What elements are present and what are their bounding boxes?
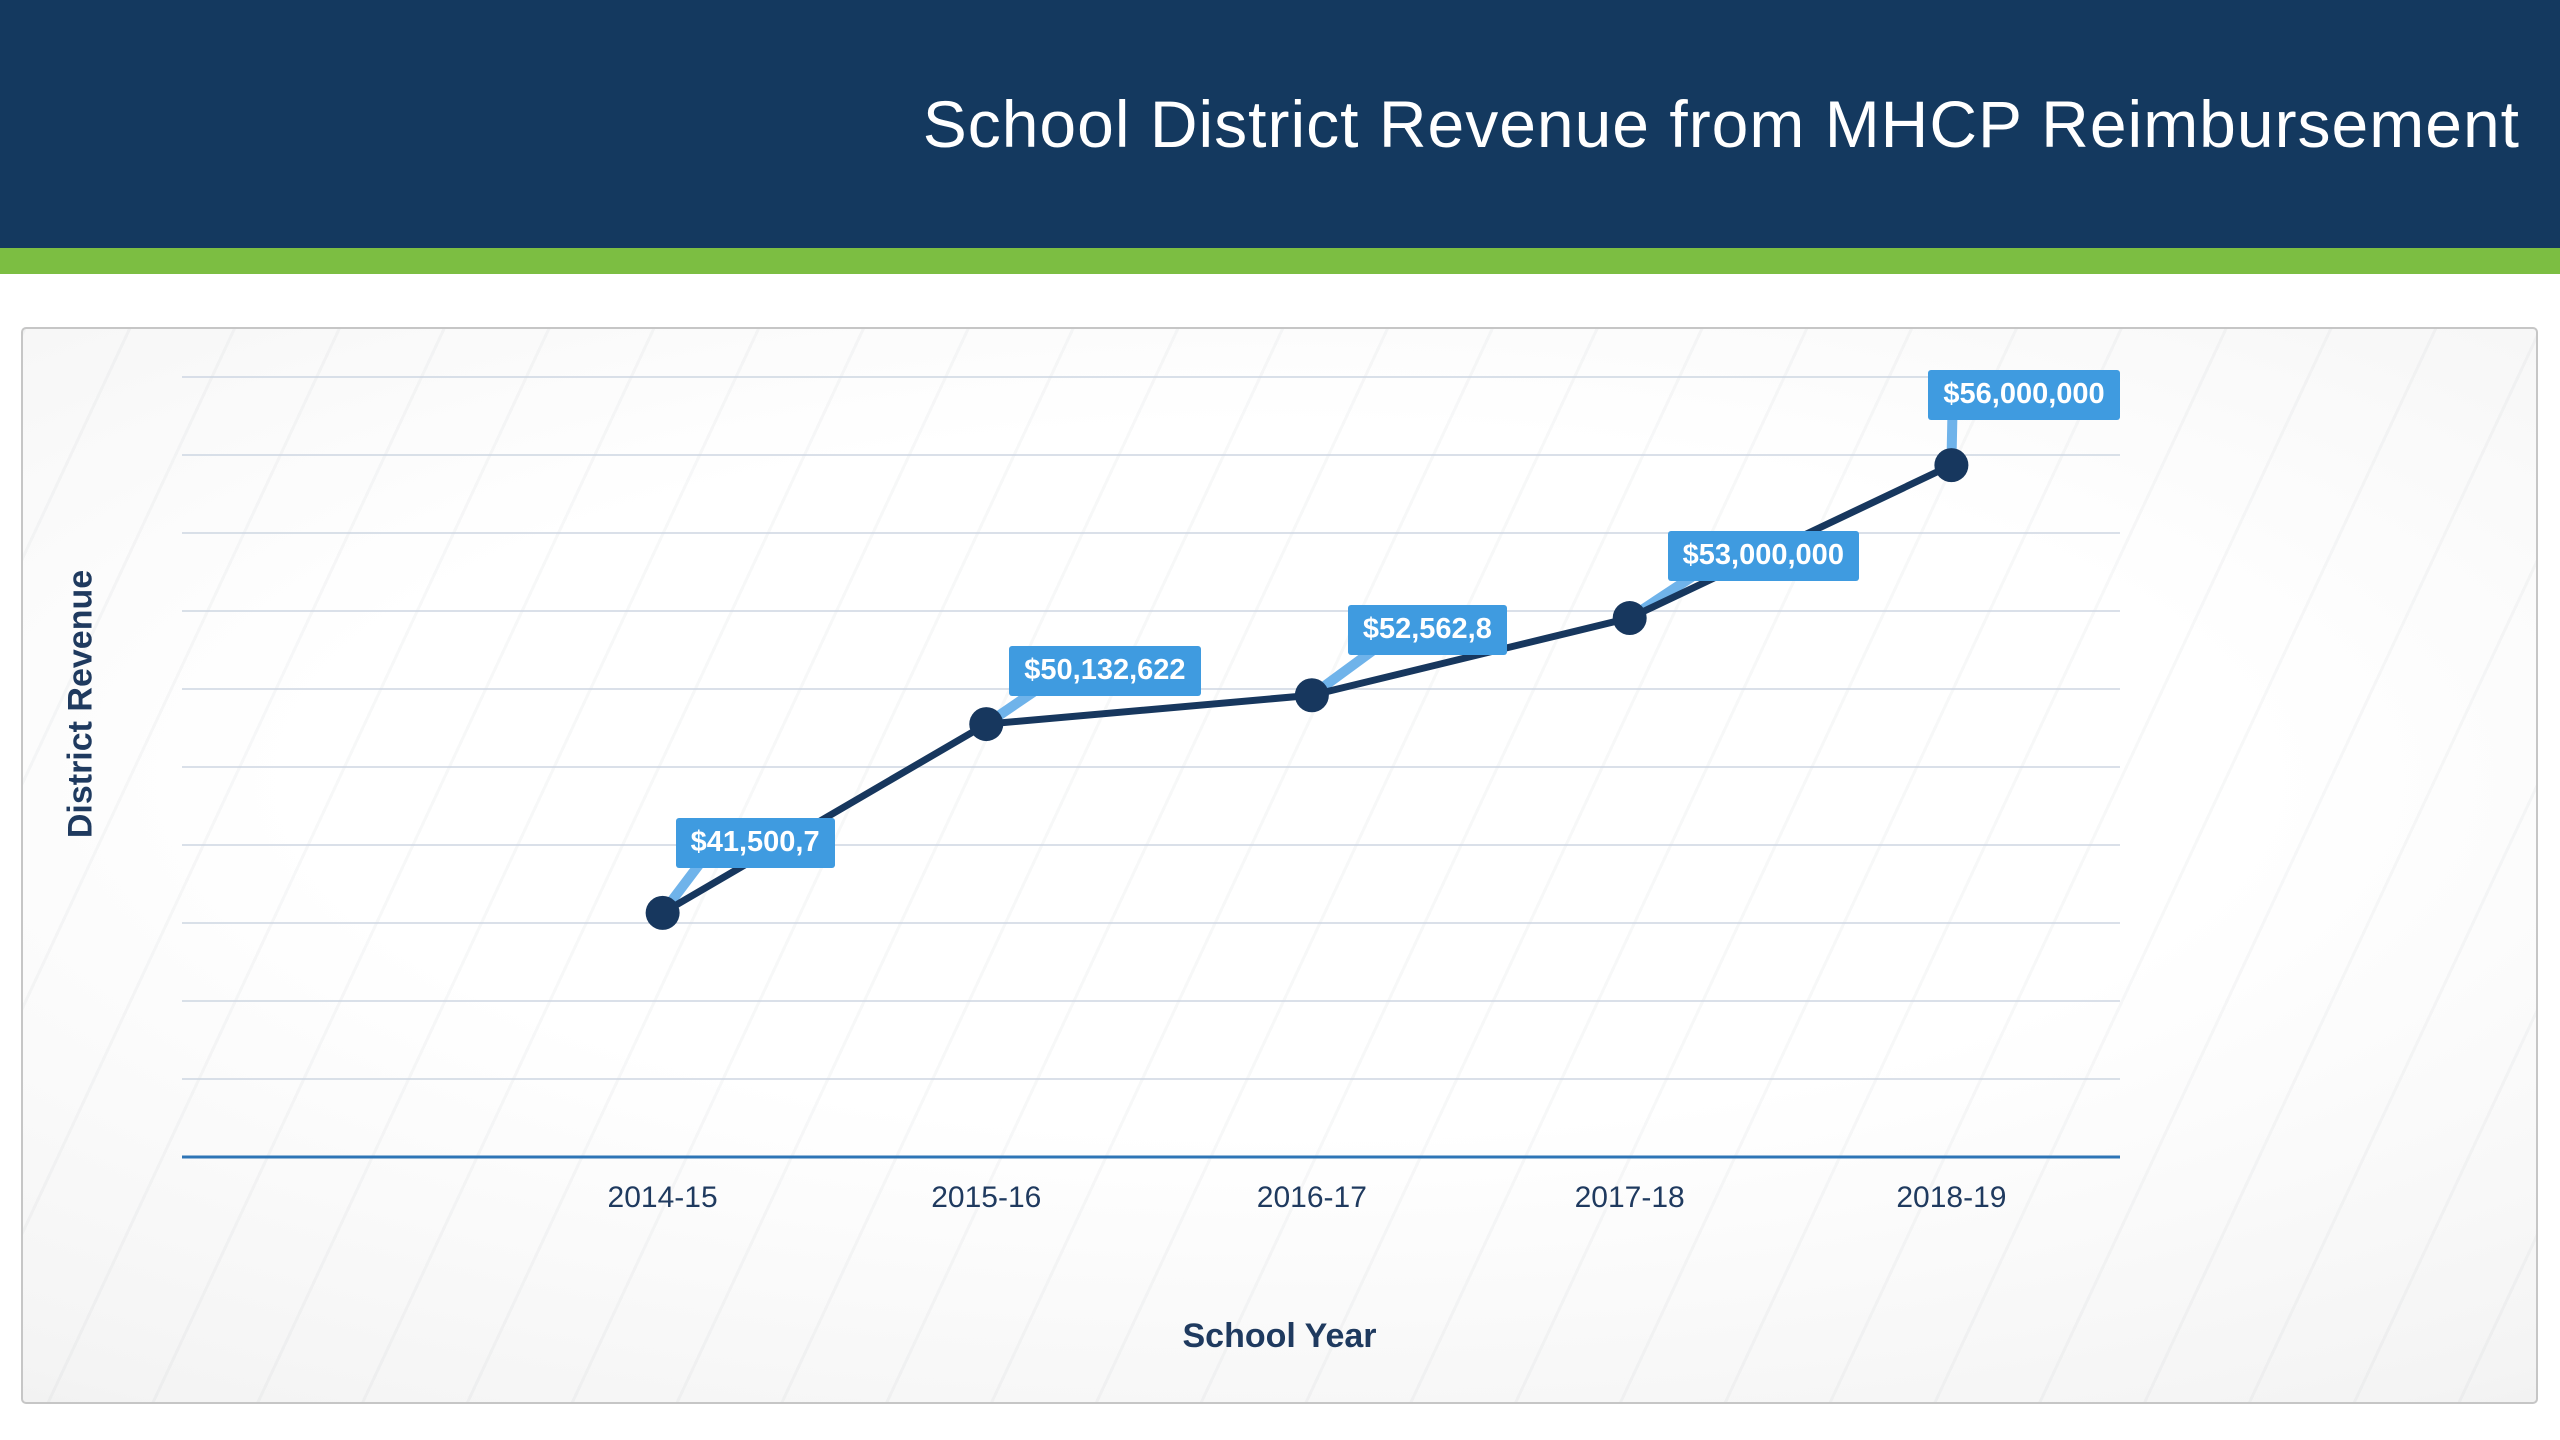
- data-label: $56,000,000: [1928, 370, 2120, 421]
- data-point-marker: [1934, 448, 1969, 483]
- data-point-marker: [1294, 678, 1329, 713]
- data-point-marker: [645, 895, 680, 930]
- y-axis-title: District Revenue: [61, 569, 100, 839]
- x-tick-label: 2014-15: [607, 1181, 718, 1214]
- x-tick-label: 2018-19: [1896, 1181, 2007, 1214]
- chart-panel: District Revenue School Year 2014-15 2015…: [21, 327, 2538, 1404]
- data-point-marker: [1612, 601, 1647, 636]
- x-axis-title: School Year: [1182, 1317, 1377, 1355]
- x-tick-label: 2015-16: [931, 1181, 1042, 1214]
- data-label: $52,562,8: [1347, 605, 1507, 656]
- page-title: School District Revenue from MHCP Reimbu…: [922, 87, 2520, 161]
- slide-header: School District Revenue from MHCP Reimbu…: [0, 0, 2560, 248]
- data-label: $50,132,622: [1009, 646, 1201, 696]
- data-label: $41,500,7: [675, 817, 835, 868]
- x-tick-label: 2017-18: [1574, 1181, 1685, 1214]
- data-point-marker: [969, 707, 1004, 742]
- revenue-line-chart: [182, 376, 2120, 1159]
- accent-bar: [0, 248, 2560, 274]
- x-tick-label: 2016-17: [1256, 1181, 1367, 1214]
- data-label: $53,000,000: [1667, 531, 1859, 581]
